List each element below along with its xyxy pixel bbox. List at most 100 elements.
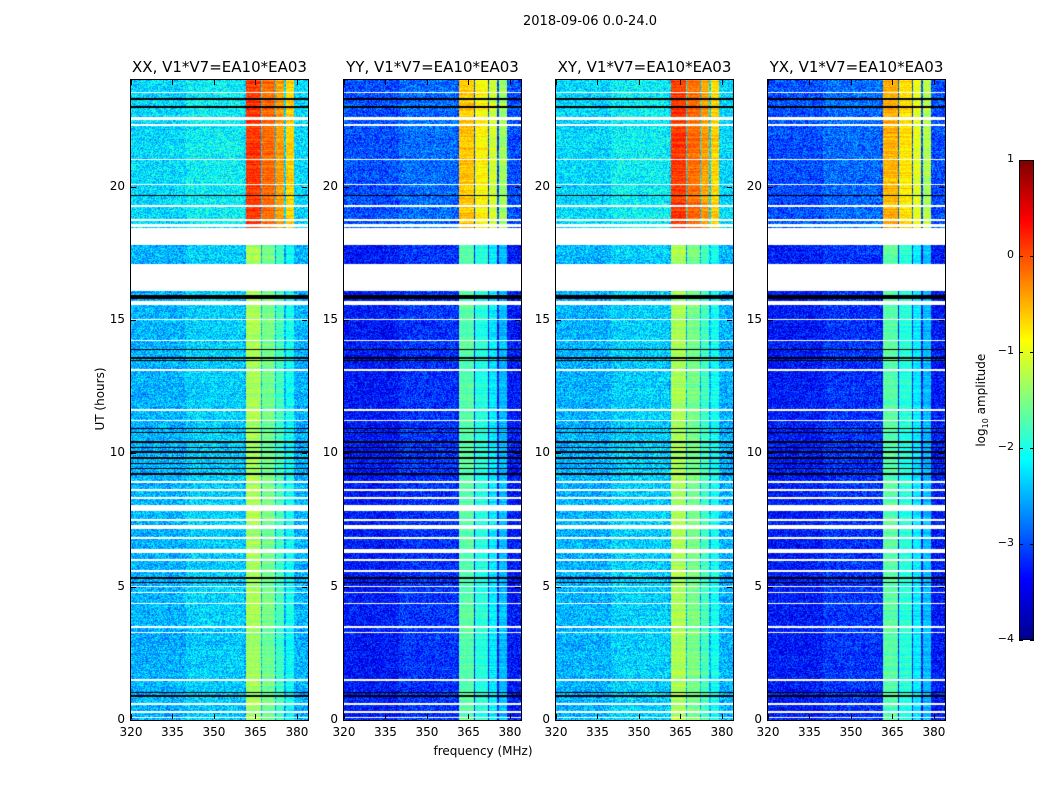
x-tick-mark xyxy=(468,80,470,85)
x-tick-mark xyxy=(468,714,470,719)
x-tick-mark xyxy=(638,80,640,85)
y-tick-mark xyxy=(302,453,307,455)
x-tick-mark xyxy=(131,714,132,719)
y-tick-mark xyxy=(768,320,773,321)
y-tick-label: 20 xyxy=(534,178,550,193)
x-tick-mark xyxy=(213,714,215,719)
y-tick-label: 0 xyxy=(330,712,338,726)
x-tick-mark xyxy=(892,80,894,85)
y-tick-mark xyxy=(768,453,773,455)
x-tick-label: 380 xyxy=(498,725,522,739)
y-tick-mark xyxy=(939,320,944,321)
y-tick-mark xyxy=(515,320,520,321)
colorbar-tick-label: 0 xyxy=(1007,248,1014,261)
colorbar-tick-label: −1 xyxy=(997,344,1014,357)
x-tick-mark xyxy=(933,80,935,85)
x-tick-mark xyxy=(933,714,935,719)
x-tick-mark xyxy=(768,80,769,85)
x-tick-mark xyxy=(556,80,557,85)
x-tick-mark xyxy=(680,714,682,719)
x-tick-mark xyxy=(172,714,174,719)
x-tick-mark xyxy=(296,714,298,719)
x-tick-label: 380 xyxy=(710,725,734,739)
colorbar-tick-mark xyxy=(1030,544,1034,545)
y-tick-mark xyxy=(727,453,732,455)
y-tick-mark xyxy=(131,720,136,721)
panel-title: YY, V1*V7=EA10*EA03 xyxy=(346,58,519,76)
y-tick-mark xyxy=(727,320,732,321)
spectrogram-xx xyxy=(131,80,308,720)
colorbar-tick-label: 1 xyxy=(1007,152,1014,165)
y-tick-mark xyxy=(302,320,307,321)
y-tick-mark xyxy=(768,586,773,588)
x-tick-mark xyxy=(385,80,387,85)
y-tick-mark xyxy=(768,720,773,721)
panel-yy: YY, V1*V7=EA10*EA03 xyxy=(343,58,522,721)
x-tick-label: 335 xyxy=(798,725,821,739)
y-tick-mark xyxy=(939,186,944,188)
colorbar-tick-mark xyxy=(1019,448,1023,449)
panel-xy: XY, V1*V7=EA10*EA03 xyxy=(555,58,734,721)
x-tick-label: 380 xyxy=(285,725,309,739)
y-tick-label: 10 xyxy=(322,445,338,460)
x-tick-mark xyxy=(597,80,599,85)
x-tick-mark xyxy=(255,714,257,719)
x-tick-label: 365 xyxy=(457,725,480,739)
x-tick-label: 335 xyxy=(586,725,609,739)
x-tick-label: 365 xyxy=(669,725,692,739)
y-tick-mark xyxy=(344,453,349,455)
y-tick-mark xyxy=(515,586,520,588)
spectrogram-yx xyxy=(768,80,945,720)
figure-title: 2018-09-06 0.0-24.0 xyxy=(523,14,657,29)
x-tick-mark xyxy=(638,714,640,719)
y-tick-mark xyxy=(727,720,732,721)
y-tick-label: 0 xyxy=(542,712,550,726)
colorbar-tick-mark xyxy=(1030,448,1034,449)
x-tick-label: 320 xyxy=(756,725,780,739)
x-tick-mark xyxy=(556,714,557,719)
x-tick-label: 365 xyxy=(881,725,904,739)
x-tick-label: 350 xyxy=(839,725,863,739)
spectrogram-yy xyxy=(344,80,521,720)
y-tick-label: 15 xyxy=(322,312,338,326)
colorbar-tick-mark xyxy=(1019,256,1023,257)
y-tick-label: 20 xyxy=(746,178,762,193)
x-tick-label: 365 xyxy=(244,725,267,739)
y-tick-mark xyxy=(556,320,561,321)
x-tick-mark xyxy=(892,714,894,719)
x-tick-mark xyxy=(344,80,345,85)
y-tick-mark xyxy=(939,586,944,588)
y-tick-mark xyxy=(515,186,520,188)
x-tick-label: 350 xyxy=(415,725,439,739)
y-tick-label: 10 xyxy=(746,445,762,460)
y-tick-label: 10 xyxy=(109,445,125,460)
colorbar xyxy=(1019,160,1034,640)
x-tick-label: 350 xyxy=(202,725,226,739)
y-tick-label: 5 xyxy=(330,578,338,593)
y-tick-mark xyxy=(302,186,307,188)
x-tick-mark xyxy=(385,714,387,719)
y-tick-label: 15 xyxy=(746,312,762,326)
x-tick-mark xyxy=(509,714,511,719)
x-tick-mark xyxy=(344,714,345,719)
colorbar-tick-mark xyxy=(1030,160,1034,161)
colorbar-label-suffix: amplitude xyxy=(973,353,988,419)
y-tick-label: 15 xyxy=(109,312,125,326)
y-tick-mark xyxy=(302,720,307,721)
y-tick-mark xyxy=(515,720,520,721)
x-tick-mark xyxy=(255,80,257,85)
panel-title: XY, V1*V7=EA10*EA03 xyxy=(557,58,732,76)
y-tick-mark xyxy=(727,586,732,588)
y-tick-mark xyxy=(344,320,349,321)
x-tick-mark xyxy=(809,80,811,85)
y-tick-mark xyxy=(344,720,349,721)
x-tick-label: 350 xyxy=(627,725,651,739)
y-tick-mark xyxy=(302,586,307,588)
x-tick-mark xyxy=(131,80,132,85)
x-axis-label: frequency (MHz) xyxy=(433,744,533,758)
x-tick-mark xyxy=(721,714,723,719)
y-tick-mark xyxy=(556,720,561,721)
y-tick-label: 15 xyxy=(534,312,550,326)
y-tick-mark xyxy=(556,453,561,455)
panel-title: YX, V1*V7=EA10*EA03 xyxy=(769,58,944,76)
